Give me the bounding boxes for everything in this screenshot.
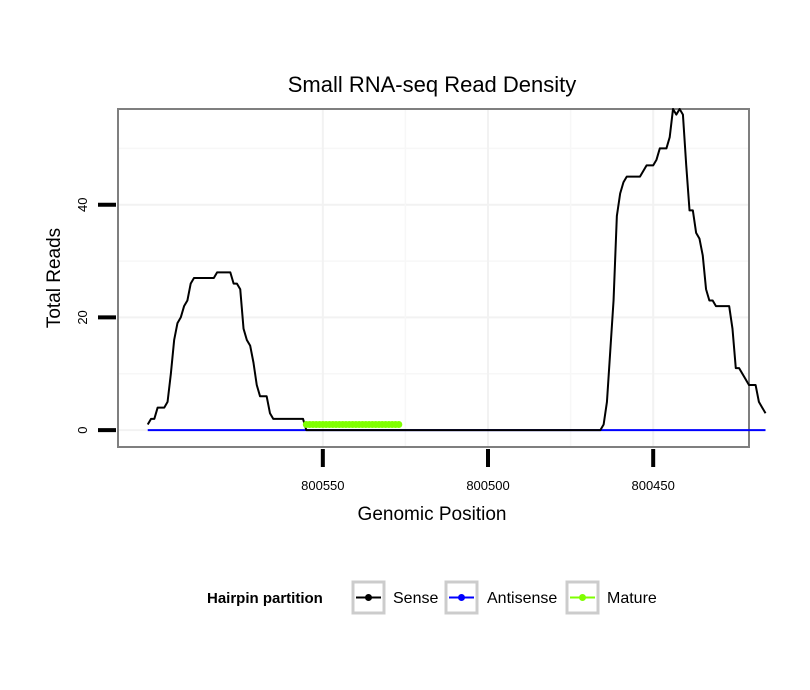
- legend-label-antisense: Antisense: [487, 590, 557, 607]
- data-series: [146, 108, 767, 432]
- axes: 0 20 40 800550 800500 800450: [75, 198, 675, 493]
- y-tick-label: 20: [75, 310, 90, 324]
- legend-title: Hairpin partition: [207, 590, 323, 607]
- chart-title: Small RNA-seq Read Density: [288, 72, 577, 97]
- y-tick-label: 0: [75, 426, 90, 433]
- legend-point-mature: [579, 594, 586, 601]
- legend-point-sense: [365, 594, 372, 601]
- legend-label-sense: Sense: [393, 590, 438, 607]
- x-tick-label: 800500: [466, 478, 509, 493]
- sense-series-line: [146, 108, 767, 432]
- x-tick-label: 800450: [631, 478, 674, 493]
- legend: Hairpin partition Sense Antisense Mature: [207, 580, 657, 615]
- x-axis-title: Genomic Position: [358, 504, 507, 525]
- y-tick-label: 40: [75, 198, 90, 212]
- y-axis-title: Total Reads: [44, 228, 65, 328]
- plot-panel-border: [117, 108, 750, 448]
- x-tick-label: 800550: [301, 478, 344, 493]
- legend-label-mature: Mature: [607, 590, 657, 607]
- legend-point-antisense: [458, 594, 465, 601]
- mature-point: [395, 420, 403, 428]
